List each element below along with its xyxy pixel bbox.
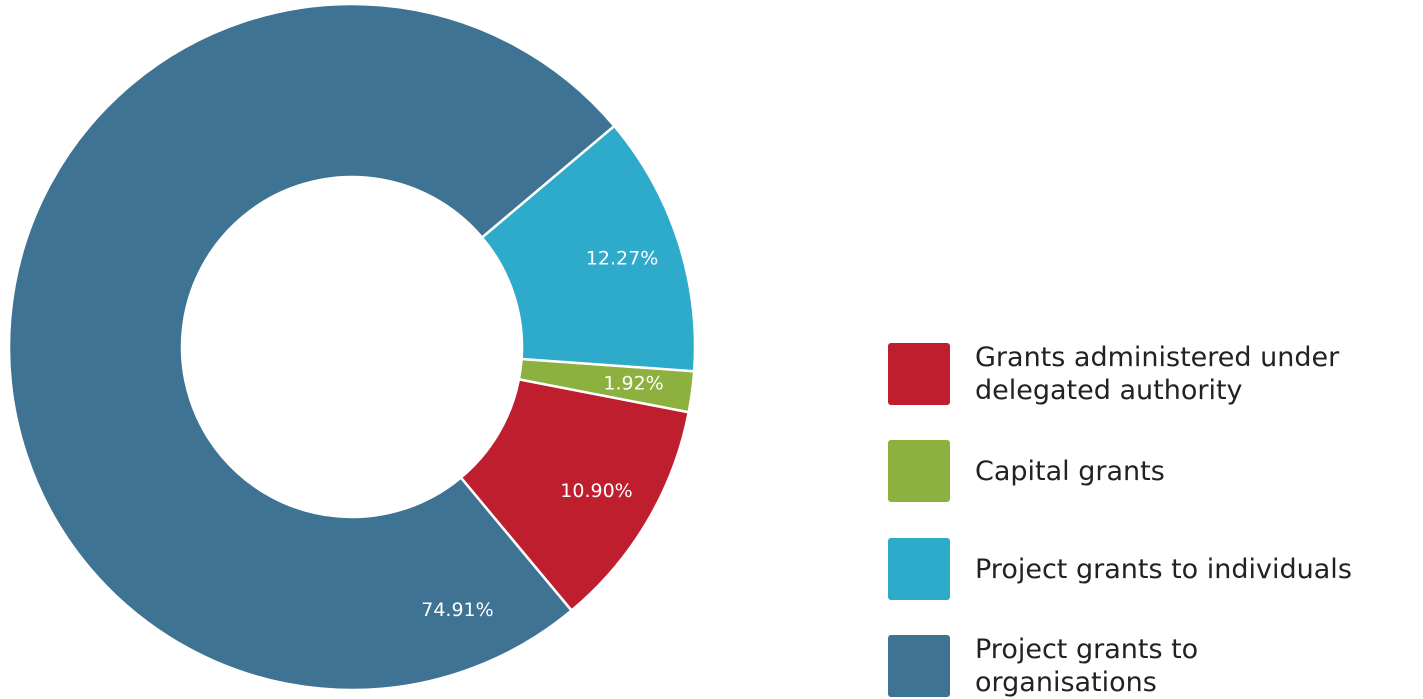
value-label: 12.27% [586, 248, 658, 270]
legend-swatch [888, 343, 950, 405]
legend-label: Project grants to individuals [975, 553, 1352, 585]
value-label: 74.91% [421, 599, 493, 621]
legend-item: Project grants to individuals [888, 538, 1408, 600]
legend-item: Capital grants [888, 440, 1408, 502]
legend-label: Capital grants [975, 455, 1165, 487]
legend-item: Project grants to organisations [888, 634, 1408, 698]
legend-label: Grants administered under delegated auth… [975, 342, 1340, 406]
legend-item: Grants administered under delegated auth… [888, 342, 1408, 406]
value-label: 1.92% [603, 373, 663, 395]
legend-swatch [888, 635, 950, 697]
legend-swatch [888, 440, 950, 502]
value-label: 10.90% [560, 480, 632, 502]
legend-label: Project grants to organisations [975, 634, 1199, 698]
slice [480, 124, 697, 373]
slice [459, 377, 691, 613]
slice [7, 2, 617, 692]
legend-swatch [888, 538, 950, 600]
